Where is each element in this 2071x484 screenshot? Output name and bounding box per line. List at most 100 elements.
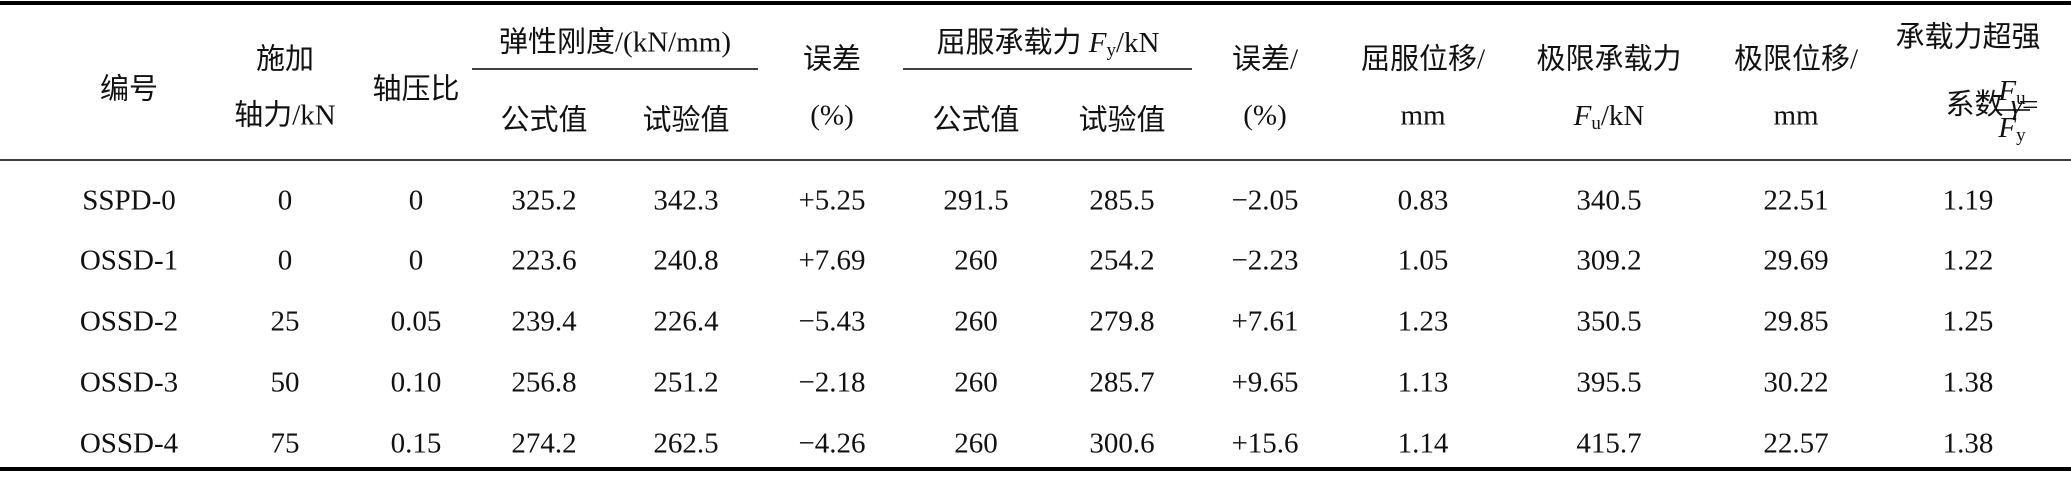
table-cell: +7.69 xyxy=(798,245,865,277)
unit: /kN xyxy=(1116,27,1160,59)
table-cell: 0 xyxy=(409,245,424,277)
header-cell: 施加 xyxy=(256,43,314,76)
symbol: F xyxy=(1997,75,2016,107)
table-cell: 300.6 xyxy=(1089,428,1154,460)
header-cell: 屈服承载力 Fy/kN xyxy=(937,26,1160,62)
table-cell: 285.7 xyxy=(1089,367,1154,399)
table-cell: 260 xyxy=(954,306,998,338)
table-cell: 325.2 xyxy=(511,185,576,217)
header-cell: 试验值 xyxy=(642,104,729,137)
header-cell: 极限位移/ xyxy=(1734,43,1859,76)
table-cell: 254.2 xyxy=(1089,245,1154,277)
subscript: u xyxy=(2016,88,2026,109)
table-cell: OSSD-1 xyxy=(80,245,178,277)
header-cell: 试验值 xyxy=(1078,104,1165,137)
header-text: 系数 xyxy=(1945,88,2010,121)
table-cell: −4.26 xyxy=(798,428,865,460)
table-cell: 1.23 xyxy=(1398,306,1449,338)
header-cell: 弹性刚度/(kN/mm) xyxy=(499,26,731,59)
table-cell: 251.2 xyxy=(653,367,718,399)
header-text: 屈服承载力 xyxy=(937,26,1089,59)
table-cell: 0 xyxy=(278,245,293,277)
unit: /kN xyxy=(1601,100,1645,132)
table-cell: 350.5 xyxy=(1576,306,1641,338)
table-cell: 29.85 xyxy=(1763,306,1828,338)
table-cell: 1.19 xyxy=(1943,185,1994,217)
symbol: F xyxy=(1573,100,1592,132)
subscript: y xyxy=(2016,125,2026,146)
table-cell: −2.23 xyxy=(1231,245,1298,277)
header-cell: 公式值 xyxy=(932,104,1019,137)
header-cell: mm xyxy=(1773,100,1819,132)
table-cell: 226.4 xyxy=(653,306,719,338)
table-cell: 0.05 xyxy=(391,306,442,338)
table-cell: 340.5 xyxy=(1576,185,1641,217)
table-cell: 309.2 xyxy=(1576,245,1641,277)
table-cell: 285.5 xyxy=(1089,185,1154,217)
table-cell: 0.15 xyxy=(391,428,442,460)
table-cell: 22.51 xyxy=(1763,185,1828,217)
table-cell: 1.25 xyxy=(1943,306,1994,338)
table-cell: +5.25 xyxy=(798,185,865,217)
table-cell: −2.05 xyxy=(1231,185,1298,217)
header-cell: 屈服位移/ xyxy=(1361,43,1486,76)
table-cell: 260 xyxy=(954,367,998,399)
table-cell: 22.57 xyxy=(1763,428,1828,460)
table-cell: 1.05 xyxy=(1398,245,1449,277)
table-cell: 342.3 xyxy=(653,185,718,217)
table-cell: 0 xyxy=(409,185,424,217)
header-cell: (%) xyxy=(1243,100,1286,132)
table-cell: 395.5 xyxy=(1576,367,1641,399)
table-cell: +15.6 xyxy=(1231,428,1298,460)
table-cell: −5.43 xyxy=(798,306,865,338)
table-cell: OSSD-2 xyxy=(80,306,178,338)
table-cell: −2.18 xyxy=(798,367,865,399)
table-cell: 75 xyxy=(271,428,300,460)
table-cell: 1.13 xyxy=(1398,367,1449,399)
symbol: γ xyxy=(2011,89,2024,121)
equals: = xyxy=(2022,89,2038,121)
header-cell: 承载力超强 xyxy=(1895,21,2040,54)
header-cell: 轴力/kN xyxy=(234,99,336,132)
header-cell: 极限承载力 xyxy=(1536,43,1681,76)
table-cell: 291.5 xyxy=(943,185,1008,217)
table-cell: 256.8 xyxy=(511,367,576,399)
table-cell: 260 xyxy=(954,428,998,460)
table-cell: 0.10 xyxy=(391,367,442,399)
table-cell: 260 xyxy=(954,245,998,277)
table-cell: 30.22 xyxy=(1763,367,1828,399)
symbol: F xyxy=(1088,27,1107,59)
table-cell: 240.8 xyxy=(653,245,718,277)
fraction-denominator: Fy xyxy=(1997,112,2026,147)
table-cell: 262.5 xyxy=(653,428,718,460)
table-cell: OSSD-3 xyxy=(80,367,178,399)
header-cell: 系数 γ= xyxy=(1945,88,2038,121)
table-cell: 1.14 xyxy=(1398,428,1449,460)
fraction-numerator: Fu xyxy=(1997,75,2026,110)
table-cell: 1.38 xyxy=(1943,428,1994,460)
table-cell: SSPD-0 xyxy=(82,185,176,217)
table-cell: 415.7 xyxy=(1576,428,1641,460)
table-cell: 239.4 xyxy=(511,306,577,338)
header-cell: 误差/ xyxy=(1232,43,1299,76)
table-cell: +7.61 xyxy=(1231,306,1298,338)
table-cell: 0 xyxy=(278,185,293,217)
table-cell: 1.38 xyxy=(1943,367,1994,399)
header-cell: 公式值 xyxy=(500,104,587,137)
table-body: SSPD-0 0 0 325.2 342.3 +5.25 291.5 285.5 −2.05 0.… xyxy=(80,185,1994,460)
header-cell: mm xyxy=(1400,100,1446,132)
symbol: F xyxy=(1997,112,2016,144)
table-cell: +9.65 xyxy=(1231,367,1298,399)
table-cell: 0.83 xyxy=(1398,185,1449,217)
table-cell: OSSD-4 xyxy=(80,428,179,460)
table-cell: 274.2 xyxy=(511,428,576,460)
table-cell: 1.22 xyxy=(1943,245,1994,277)
subscript: y xyxy=(1106,40,1116,61)
header-cell: 编号 xyxy=(100,73,158,106)
table-cell: 25 xyxy=(271,306,300,338)
table-cell: 50 xyxy=(271,367,300,399)
table-cell: 223.6 xyxy=(511,245,576,277)
header-cell: (%) xyxy=(810,100,853,132)
table-cell: 279.8 xyxy=(1089,306,1154,338)
